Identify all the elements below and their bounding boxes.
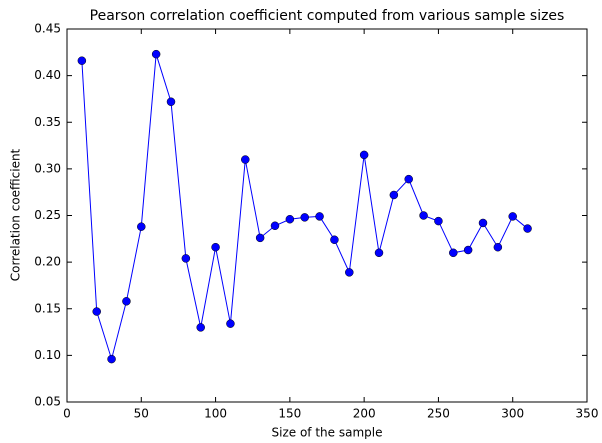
chart-title: Pearson correlation coefficient computed…: [90, 8, 565, 24]
y-axis-label: Correlation coefficient: [9, 148, 23, 281]
marker: [449, 248, 458, 258]
marker: [151, 49, 161, 59]
y-tick-label: 0.45: [34, 22, 61, 36]
marker: [226, 319, 235, 328]
marker: [166, 97, 176, 106]
marker: [493, 242, 503, 252]
marker: [404, 174, 413, 184]
marker: [211, 242, 220, 252]
x-tick-label: 300: [501, 407, 524, 421]
y-tick-label: 0.30: [34, 161, 61, 175]
x-axis-label: Size of the sample: [272, 426, 383, 440]
marker: [478, 218, 488, 228]
marker: [523, 224, 532, 233]
marker: [181, 254, 191, 263]
marker: [255, 233, 265, 243]
marker: [359, 150, 369, 160]
plot-frame: [66, 28, 588, 403]
marker: [270, 221, 280, 231]
marker: [137, 222, 146, 231]
marker: [241, 155, 250, 164]
y-tick-label: 0.15: [34, 301, 61, 315]
marker: [434, 216, 443, 226]
marker: [330, 235, 339, 244]
y-tick-label: 0.05: [34, 395, 61, 409]
y-tick-label: 0.20: [34, 255, 61, 269]
marker: [463, 245, 473, 255]
y-tick-label: 0.40: [34, 68, 61, 82]
marker: [285, 214, 295, 224]
x-tick-label: 250: [427, 407, 450, 421]
marker: [389, 190, 399, 200]
x-tick-label: 100: [204, 407, 227, 421]
marker: [345, 268, 354, 277]
x-tick-label: 200: [353, 407, 376, 421]
marker: [77, 56, 87, 65]
y-tick-label: 0.10: [34, 348, 61, 362]
marker: [508, 212, 517, 221]
marker: [419, 211, 428, 220]
marker: [374, 248, 384, 258]
y-tick-label: 0.35: [34, 115, 61, 129]
marker: [107, 354, 116, 364]
y-tick-label: 0.25: [34, 208, 61, 222]
marker: [196, 323, 205, 332]
x-tick-label: 0: [63, 407, 71, 421]
marker: [92, 307, 101, 316]
x-tick-label: 350: [576, 407, 599, 421]
x-tick-label: 50: [134, 407, 149, 421]
marker: [315, 212, 324, 221]
x-tick-label: 150: [278, 407, 301, 421]
marker: [300, 213, 309, 222]
marker: [122, 297, 131, 306]
